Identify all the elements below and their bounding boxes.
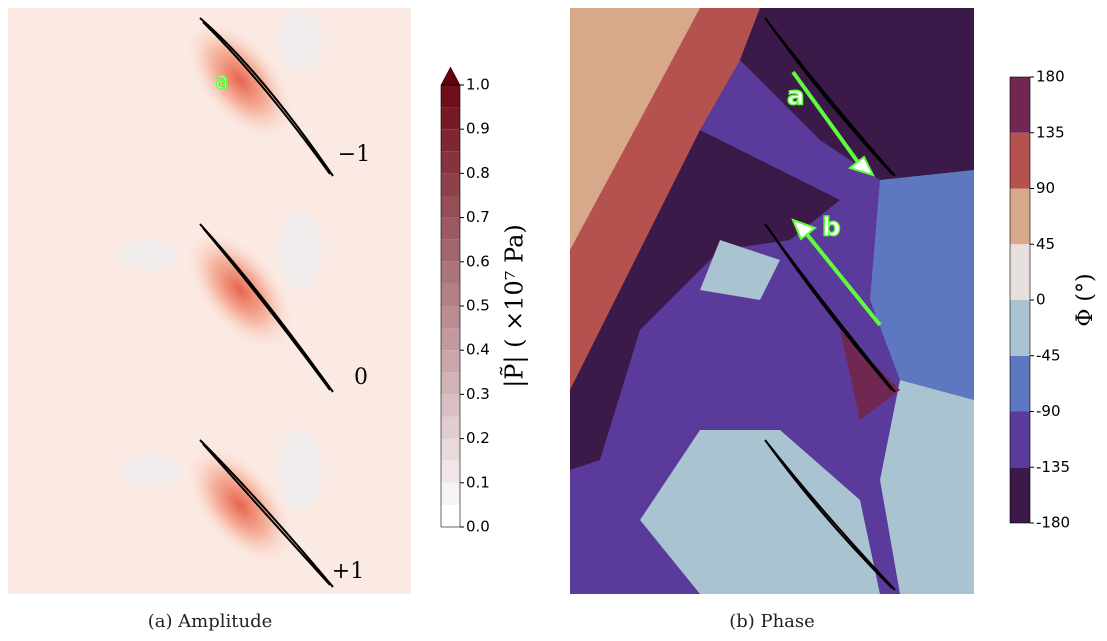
colorbar-band — [441, 350, 460, 373]
colorbar-band — [441, 129, 460, 152]
colorbar-band — [1010, 132, 1030, 189]
annotation: b — [822, 213, 841, 243]
colorbar-band — [441, 306, 460, 329]
colorbar-band — [441, 482, 460, 505]
phase-field — [570, 8, 974, 594]
colorbar-extend — [440, 66, 461, 86]
colorbar-tick-label: 0.4 — [466, 341, 490, 359]
colorbar-band — [441, 85, 460, 108]
colorbar-band — [441, 151, 460, 174]
colorbar-band — [441, 195, 460, 218]
annotations: a −1 0 +1 a b — [214, 68, 841, 584]
colorbar-label: |P̃| ( ×10⁷ Pa) — [500, 224, 529, 388]
colorbar-band — [441, 504, 460, 527]
annotation: +1 — [332, 559, 364, 584]
colorbar-tick-label: -90 — [1036, 402, 1061, 420]
colorbar-band — [441, 107, 460, 130]
colorbar-band — [441, 416, 460, 439]
colorbar-band — [1010, 355, 1030, 412]
colorbar-tick-label: 1.0 — [466, 76, 490, 94]
colorbar-label: Φ (°) — [1073, 273, 1098, 326]
colorbar-tick-label: 0.0 — [466, 518, 490, 536]
colorbar-band — [441, 328, 460, 351]
colorbar-band — [1010, 77, 1030, 133]
colorbar-tick-label: 0.6 — [466, 252, 490, 270]
colorbar-tick-label: 0.7 — [466, 208, 490, 226]
colorbar-tick-label: 0.3 — [466, 385, 490, 403]
caption: (a) Amplitude — [148, 611, 273, 632]
colorbar-band — [441, 261, 460, 284]
colorbar-tick-label: 0 — [1036, 291, 1046, 309]
colorbar-band — [1010, 188, 1030, 245]
colorbar-band — [441, 394, 460, 417]
colorbar-band — [1010, 244, 1030, 300]
annotation: a — [215, 69, 228, 94]
colorbar-tick-label: -45 — [1036, 346, 1061, 364]
caption: (b) Phase — [729, 611, 815, 632]
colorbar-band — [441, 217, 460, 240]
colorbar-tick-label: -180 — [1036, 514, 1070, 532]
colorbar-tick-label: 0.1 — [466, 473, 490, 491]
colorbar-band — [1010, 411, 1030, 468]
colorbar-tick-label: 90 — [1036, 179, 1055, 197]
annotation: 0 — [354, 365, 368, 390]
colorbar-band — [441, 283, 460, 306]
annotation: −1 — [338, 142, 370, 167]
colorbar-band — [1010, 467, 1030, 523]
colorbar-tick-label: 0.9 — [466, 120, 490, 138]
colorbar-band — [441, 239, 460, 262]
colorbar-tick-label: 180 — [1036, 68, 1065, 86]
colorbar-band — [441, 372, 460, 395]
colorbar-tick-label: 0.5 — [466, 297, 490, 315]
colorbar-band — [441, 460, 460, 483]
colorbar-tick-label: 0.8 — [466, 164, 490, 182]
colorbar-tick-label: -135 — [1036, 458, 1070, 476]
colorbar-band — [1010, 300, 1030, 356]
amplitude-field — [8, 8, 411, 594]
colorbar-tick-label: 135 — [1036, 123, 1065, 141]
colorbar-band — [441, 438, 460, 461]
colorbar-band — [441, 173, 460, 196]
colorbar-tick-label: 45 — [1036, 235, 1055, 253]
colorbar-tick-label: 0.2 — [466, 429, 490, 447]
annotation: a — [787, 82, 805, 112]
